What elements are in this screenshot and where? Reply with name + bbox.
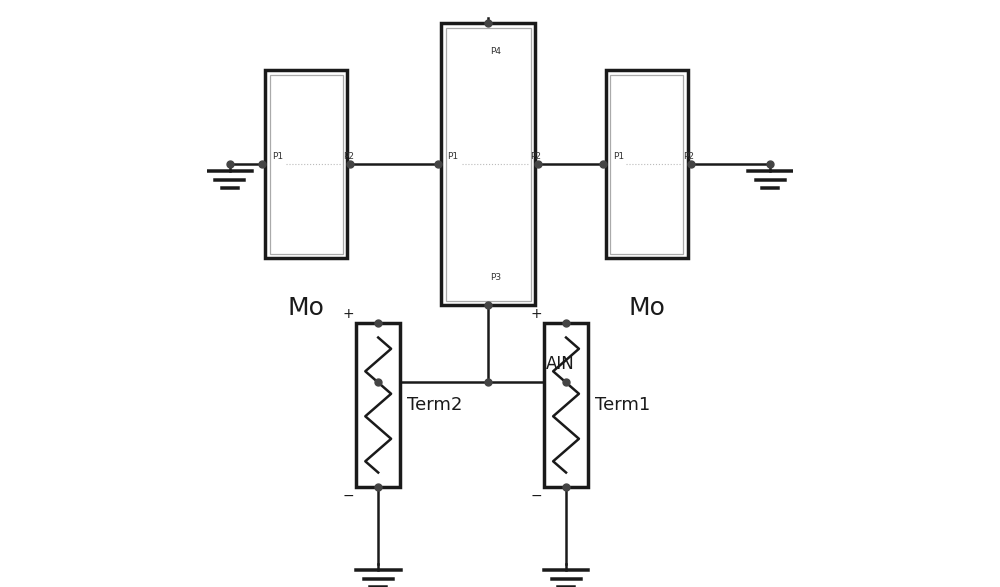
Text: Term2: Term2 [407,396,463,414]
Text: AIN: AIN [546,355,575,373]
Text: P2: P2 [531,153,542,161]
Text: −: − [343,489,354,503]
Bar [446,28,531,301]
Text: Mo: Mo [628,296,665,321]
Text: −: − [531,489,542,503]
Text: P1: P1 [272,153,283,161]
Bar [265,70,347,258]
Text: P4: P4 [491,47,502,56]
Text: P2: P2 [683,153,694,161]
Text: +: + [343,307,354,321]
Text: P1: P1 [447,153,458,161]
Bar [610,75,683,254]
Bar [356,323,400,487]
Text: P2: P2 [343,153,354,161]
Bar [441,23,535,305]
Text: P1: P1 [613,153,624,161]
Bar [606,70,688,258]
Text: Term1: Term1 [595,396,650,414]
Text: +: + [531,307,542,321]
Text: P3: P3 [491,273,502,282]
Bar [270,75,343,254]
Bar [544,323,588,487]
Text: Mo: Mo [288,296,325,321]
